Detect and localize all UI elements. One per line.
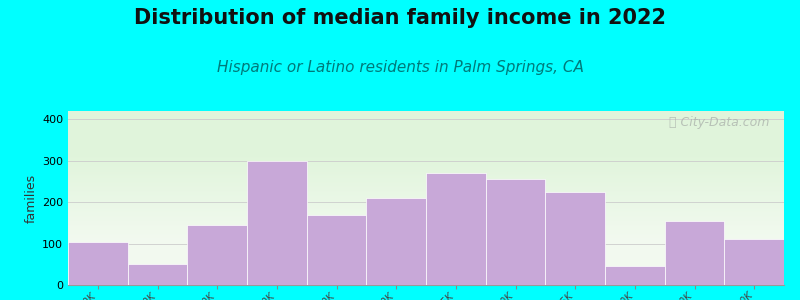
Bar (724, 239, 784, 285)
Text: Hispanic or Latino residents in Palm Springs, CA: Hispanic or Latino residents in Palm Spr… (217, 60, 583, 75)
Bar (546, 192, 605, 285)
Text: ⓘ City-Data.com: ⓘ City-Data.com (670, 116, 770, 129)
Bar (486, 179, 546, 285)
Bar (665, 221, 724, 285)
Text: Distribution of median family income in 2022: Distribution of median family income in … (134, 8, 666, 28)
Bar (306, 214, 366, 285)
Bar (68, 242, 128, 285)
Bar (426, 173, 486, 285)
Bar (187, 225, 247, 285)
Bar (128, 264, 187, 285)
Bar (247, 161, 306, 285)
Bar (605, 266, 665, 285)
Bar (366, 198, 426, 285)
Y-axis label: families: families (25, 173, 38, 223)
